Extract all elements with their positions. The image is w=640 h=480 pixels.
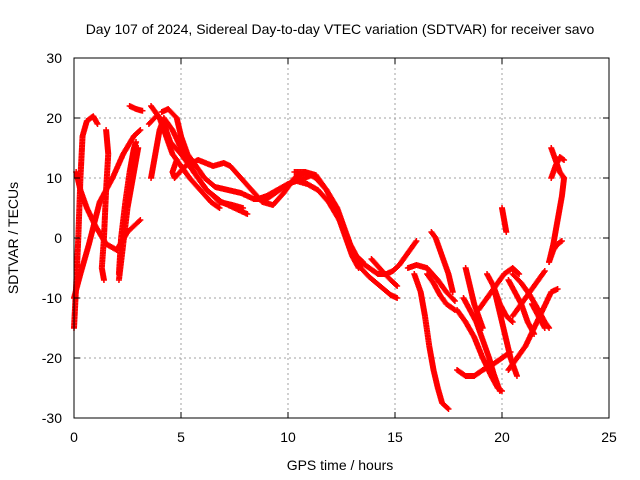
y-tick-label: 30 [46,50,62,66]
x-tick-label: 25 [601,429,617,445]
y-tick-label: -10 [42,290,62,306]
series-pass-7 [126,103,146,114]
data-point-track [546,175,568,265]
y-tick-label: -20 [42,350,62,366]
y-tick-label: 0 [54,230,62,246]
series-pass-23 [460,295,503,394]
series-pass-19 [428,229,456,295]
axis-ticks: 0 5 10 15 20 25 -30 -20 -10 0 10 20 30 [42,50,617,445]
data-point-track [548,154,568,181]
series-pass-37 [548,154,568,181]
y-tick-label: -30 [42,410,62,426]
data-point-track [462,265,486,331]
data-point-track [505,277,538,337]
x-tick-label: 5 [177,429,185,445]
x-tick-label: 0 [70,429,78,445]
data-point-track [115,145,142,283]
data-point-track [424,271,458,313]
series-pass-4 [98,127,112,283]
x-tick-label: 15 [387,429,403,445]
series-pass-20 [411,271,452,412]
data-point-track [291,169,362,271]
y-tick-label: 20 [46,110,62,126]
y-tick-label: 10 [46,170,62,186]
data-point-track [404,262,458,304]
series-pass-33 [528,301,548,331]
data-point-track [428,229,456,295]
series-pass-18 [424,271,458,313]
series-pass-31 [505,277,538,337]
series-pass-14 [291,169,362,271]
data-point-track [98,127,112,283]
chart-title: Day 107 of 2024, Sidereal Day-to-day VTE… [86,21,595,37]
data-point-track [411,271,452,412]
y-axis-label: SDTVAR / TECUs [5,182,21,294]
series-pass-35 [546,175,568,265]
data-point-track [460,295,503,394]
x-tick-label: 20 [494,429,510,445]
x-axis-label: GPS time / hours [287,457,394,473]
data-point-track [368,256,401,289]
x-tick-label: 10 [280,429,296,445]
data-point-track [126,103,146,114]
series-pass-24 [462,265,486,331]
data-points [71,103,568,412]
series-pass-17 [404,262,458,304]
series-pass-6 [115,145,142,283]
series-pass-16 [368,256,401,289]
series-pass-28 [499,205,510,235]
data-point-track [499,205,510,235]
data-point-track [528,301,548,331]
